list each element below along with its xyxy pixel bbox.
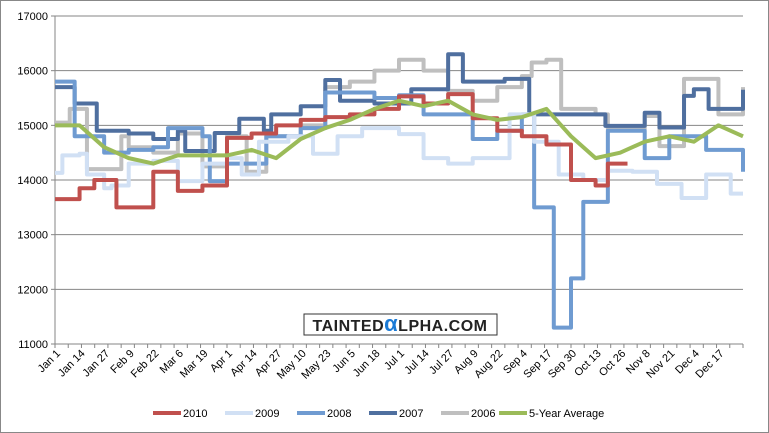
x-tick-label: Feb 22: [129, 348, 162, 381]
watermark-box: [303, 313, 498, 336]
x-tick-label: Jun 18: [351, 348, 383, 380]
y-tick-label: 17000: [17, 11, 48, 23]
x-tick-label: Oct 13: [572, 348, 603, 379]
x-tick-label: Apr 14: [228, 348, 259, 379]
y-tick-label: 12000: [17, 284, 48, 296]
y-tick-label: 11000: [18, 339, 48, 351]
legend-label: 2007: [399, 408, 423, 420]
series-line-2009: [55, 112, 743, 201]
legend-label: 2010: [183, 408, 207, 420]
series-line-2010: [55, 92, 628, 210]
series-line-5-year-average: [55, 98, 744, 166]
x-tick-label: Jan 27: [80, 348, 112, 380]
x-tick-label: Mar 19: [178, 348, 211, 381]
watermark-logo: TAINTEDαLPHA.COM: [313, 311, 488, 336]
x-tick-label: Oct 26: [597, 348, 628, 379]
series-line-2007: [55, 52, 745, 154]
x-tick-label: Jul 27: [427, 348, 456, 377]
series-line-2006: [55, 57, 745, 174]
y-tick-label: 15000: [17, 120, 48, 132]
y-tick-label: 13000: [17, 230, 48, 242]
legend-label: 2006: [471, 408, 495, 420]
legend-label: 2009: [255, 408, 279, 420]
legend-label: 2008: [327, 408, 351, 420]
series-line-2008: [55, 79, 745, 330]
legend-label: 5-Year Average: [529, 408, 604, 420]
y-tick-label: 14000: [17, 175, 48, 187]
x-tick-label: Jul 14: [402, 348, 431, 377]
y-tick-label: 16000: [17, 66, 48, 78]
